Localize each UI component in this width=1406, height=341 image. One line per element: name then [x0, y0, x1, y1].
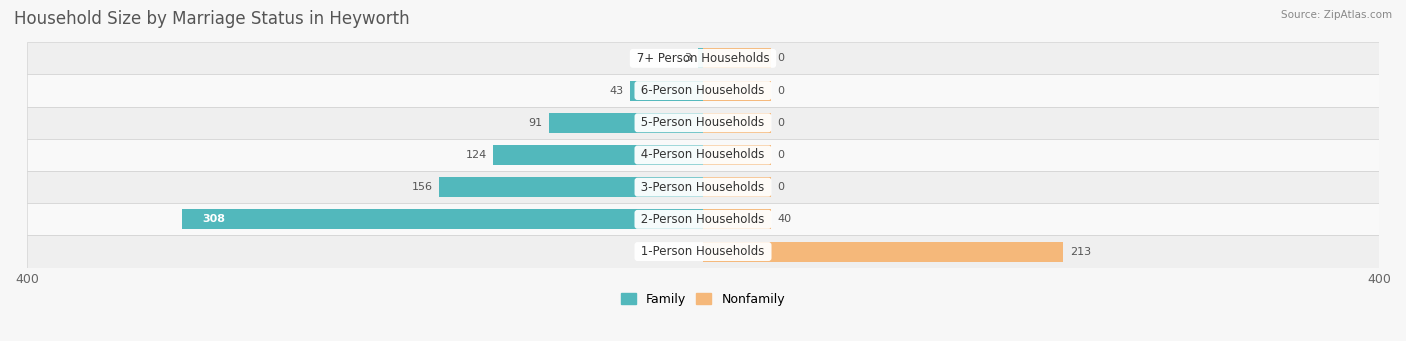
Bar [703, 80, 770, 101]
Text: 0: 0 [778, 54, 785, 63]
Bar [703, 113, 770, 133]
Text: 0: 0 [778, 182, 785, 192]
Legend: Family, Nonfamily: Family, Nonfamily [616, 288, 790, 311]
Text: 308: 308 [202, 214, 226, 224]
Text: 2-Person Households: 2-Person Households [637, 213, 769, 226]
Bar [27, 139, 1379, 171]
Bar [27, 42, 1379, 74]
Bar [27, 107, 1379, 139]
Text: Household Size by Marriage Status in Heyworth: Household Size by Marriage Status in Hey… [14, 10, 409, 28]
Bar [697, 48, 703, 68]
Text: 0: 0 [778, 118, 785, 128]
Bar [703, 145, 770, 165]
Bar [630, 80, 703, 101]
Text: 91: 91 [529, 118, 543, 128]
Text: 3-Person Households: 3-Person Households [637, 181, 769, 194]
Text: 4-Person Households: 4-Person Households [637, 148, 769, 162]
Text: 43: 43 [609, 86, 624, 95]
Bar [703, 48, 770, 68]
Text: 3: 3 [685, 54, 692, 63]
Bar [439, 177, 703, 197]
Bar [183, 209, 703, 229]
Bar [27, 171, 1379, 203]
Text: 5-Person Households: 5-Person Households [637, 116, 769, 129]
Text: 6-Person Households: 6-Person Households [637, 84, 769, 97]
Text: 0: 0 [778, 150, 785, 160]
Bar [27, 203, 1379, 236]
Text: Source: ZipAtlas.com: Source: ZipAtlas.com [1281, 10, 1392, 20]
Bar [27, 236, 1379, 268]
Text: 124: 124 [465, 150, 486, 160]
Text: 156: 156 [412, 182, 433, 192]
Bar [550, 113, 703, 133]
Bar [27, 74, 1379, 107]
Text: 213: 213 [1070, 247, 1091, 256]
Bar [494, 145, 703, 165]
Bar [703, 209, 770, 229]
Text: 0: 0 [778, 86, 785, 95]
Bar [703, 177, 770, 197]
Text: 40: 40 [778, 214, 792, 224]
Text: 1-Person Households: 1-Person Households [637, 245, 769, 258]
Bar [703, 241, 1063, 262]
Text: 7+ Person Households: 7+ Person Households [633, 52, 773, 65]
